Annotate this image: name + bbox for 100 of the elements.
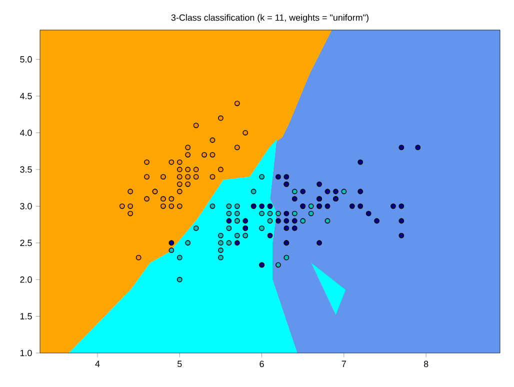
point <box>390 203 396 209</box>
point <box>292 226 298 231</box>
point <box>292 196 298 202</box>
point <box>202 152 207 158</box>
point <box>242 218 248 224</box>
point <box>210 152 216 158</box>
point <box>193 166 199 172</box>
point <box>284 218 290 224</box>
point <box>168 203 174 209</box>
point <box>316 181 322 187</box>
point <box>316 240 322 246</box>
point <box>119 203 125 209</box>
point <box>267 218 273 224</box>
x-tick-label: 7 <box>342 360 346 367</box>
point <box>267 210 273 216</box>
point <box>176 181 182 187</box>
point <box>128 210 134 216</box>
point <box>218 232 224 238</box>
y-tick-label: 5.0 <box>20 56 32 63</box>
point <box>185 240 191 246</box>
point <box>168 196 174 202</box>
point <box>176 203 182 209</box>
point <box>234 240 240 246</box>
point <box>267 232 273 238</box>
point <box>226 240 232 246</box>
x-tick-label: 4 <box>95 360 100 367</box>
point <box>366 210 372 216</box>
point <box>308 203 314 209</box>
y-tick-label: 1.5 <box>20 313 32 320</box>
point <box>168 159 174 165</box>
y-tick-label: 2.0 <box>20 276 32 283</box>
point <box>259 174 264 180</box>
point <box>341 188 347 194</box>
point <box>210 174 216 180</box>
point <box>218 248 224 253</box>
point <box>185 166 191 172</box>
point <box>276 262 281 268</box>
point <box>193 226 199 231</box>
point <box>324 203 330 209</box>
x-tick-label: 6 <box>260 360 264 368</box>
point <box>176 166 182 172</box>
point <box>193 122 199 128</box>
point <box>176 276 182 282</box>
point <box>308 210 314 216</box>
y-tick-label: 3.0 <box>20 203 32 210</box>
point <box>160 203 166 209</box>
point <box>234 210 240 216</box>
point <box>168 240 174 246</box>
x-tick-label: 5 <box>178 360 182 368</box>
point <box>144 159 150 165</box>
point <box>168 248 174 253</box>
point <box>349 203 355 209</box>
point <box>226 226 232 231</box>
point <box>398 218 404 224</box>
point <box>259 210 264 216</box>
point <box>242 130 248 136</box>
point <box>259 226 264 231</box>
point <box>333 188 338 194</box>
point <box>358 203 364 209</box>
y-tick-label: 4.5 <box>20 92 32 100</box>
point <box>292 188 298 194</box>
point <box>250 188 256 194</box>
point <box>300 188 306 194</box>
point <box>234 203 240 209</box>
point <box>242 232 248 238</box>
point <box>218 166 224 172</box>
point <box>193 174 199 180</box>
point <box>259 203 264 209</box>
point <box>218 240 224 246</box>
point <box>185 144 191 150</box>
point <box>276 218 281 224</box>
point <box>176 254 182 260</box>
point <box>160 174 166 180</box>
point <box>210 137 216 143</box>
point <box>176 188 182 194</box>
y-tick-label: 3.5 <box>20 166 32 173</box>
point <box>276 210 281 216</box>
y-tick-label: 2.5 <box>20 240 32 246</box>
point <box>128 188 134 194</box>
point <box>234 100 240 106</box>
point <box>284 210 290 216</box>
point <box>284 226 290 231</box>
point <box>160 196 166 202</box>
point <box>136 254 142 260</box>
point <box>398 144 404 150</box>
point <box>324 218 330 224</box>
point <box>358 159 364 165</box>
point <box>300 218 306 224</box>
point <box>226 203 232 209</box>
point <box>185 152 191 158</box>
point <box>185 174 191 180</box>
point <box>292 210 298 216</box>
point <box>358 188 364 194</box>
point <box>324 188 330 194</box>
point <box>128 203 134 209</box>
point <box>144 196 150 202</box>
point <box>284 174 290 180</box>
point <box>176 174 182 180</box>
point <box>398 203 404 209</box>
point <box>276 174 281 180</box>
